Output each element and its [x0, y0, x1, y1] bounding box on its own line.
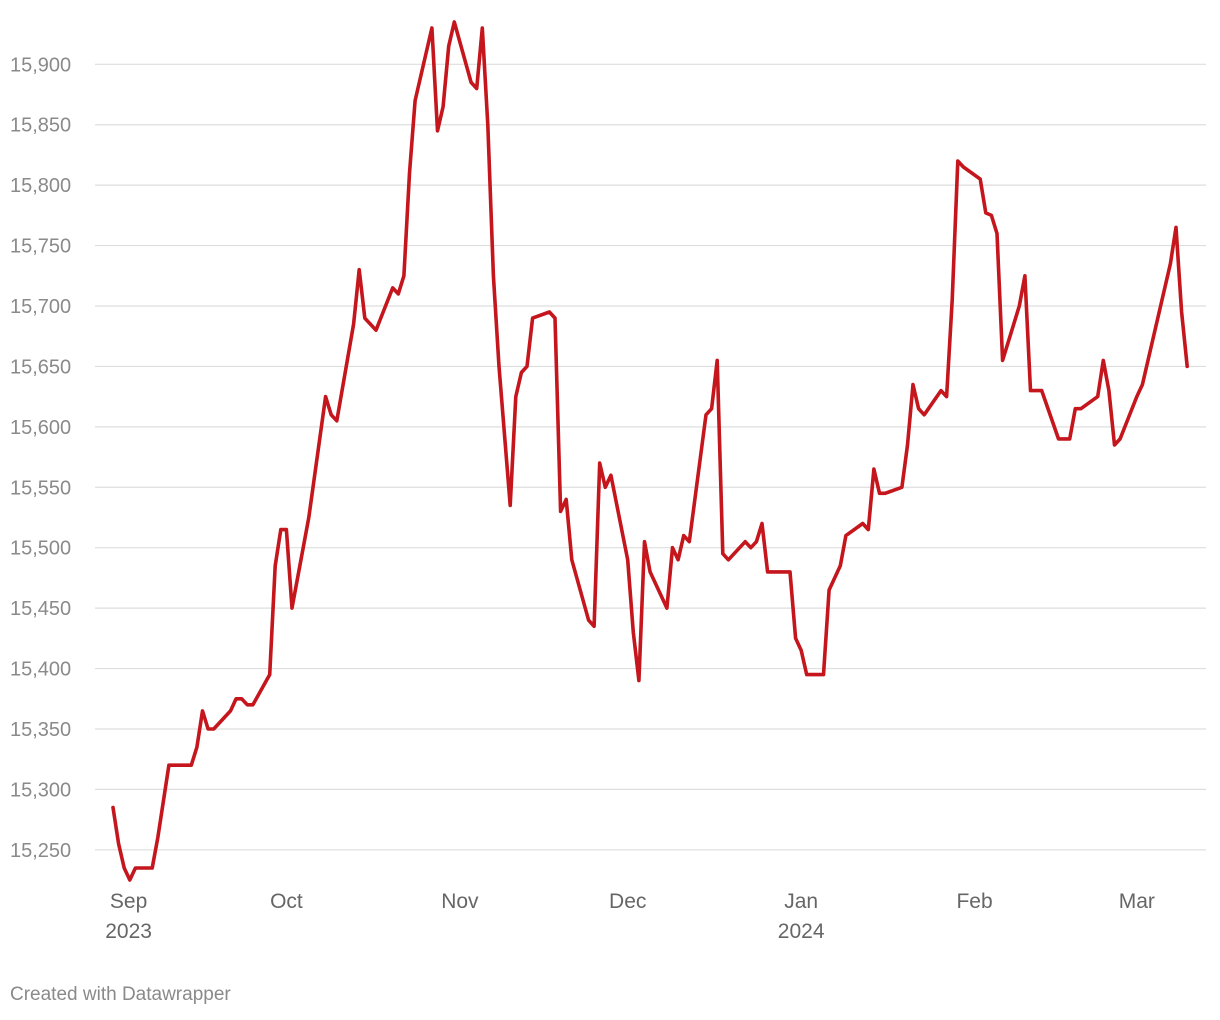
y-tick-label: 15,650 — [10, 356, 71, 378]
y-tick-label: 15,850 — [10, 115, 71, 137]
y-tick-label: 15,900 — [10, 54, 71, 76]
y-tick-label: 15,700 — [10, 296, 71, 318]
y-tick-label: 15,400 — [10, 659, 71, 681]
x-tick-label: Feb — [956, 890, 992, 913]
x-tick-year-label: 2023 — [105, 920, 152, 943]
y-tick-label: 15,350 — [10, 719, 71, 741]
y-tick-label: 15,450 — [10, 598, 71, 620]
y-tick-label: 15,300 — [10, 779, 71, 801]
x-tick-label: Dec — [609, 890, 646, 913]
datawrapper-credit: Created with Datawrapper — [10, 984, 231, 1005]
y-tick-label: 15,250 — [10, 840, 71, 862]
x-axis-tick-labels: Sep 2023 Oct Nov Dec Jan 2024 Feb Mar — [105, 890, 1155, 943]
y-tick-label: 15,800 — [10, 175, 71, 197]
y-axis-tick-labels: 15,250 15,300 15,350 15,400 15,450 15,500 15,5… — [10, 54, 71, 862]
x-tick-label: Sep — [110, 890, 147, 913]
y-tick-label: 15,500 — [10, 538, 71, 560]
gridlines — [95, 63, 1206, 851]
series-layer — [111, 20, 1189, 882]
x-tick-year-label: 2024 — [778, 920, 825, 943]
y-tick-label: 15,600 — [10, 417, 71, 439]
y-tick-label: 15,750 — [10, 236, 71, 258]
y-tick-label: 15,550 — [10, 477, 71, 499]
series-line — [111, 20, 1189, 882]
x-tick-label: Jan — [784, 890, 818, 913]
x-tick-label: Mar — [1119, 890, 1155, 913]
x-tick-label: Nov — [441, 890, 479, 913]
x-tick-label: Oct — [270, 890, 303, 913]
